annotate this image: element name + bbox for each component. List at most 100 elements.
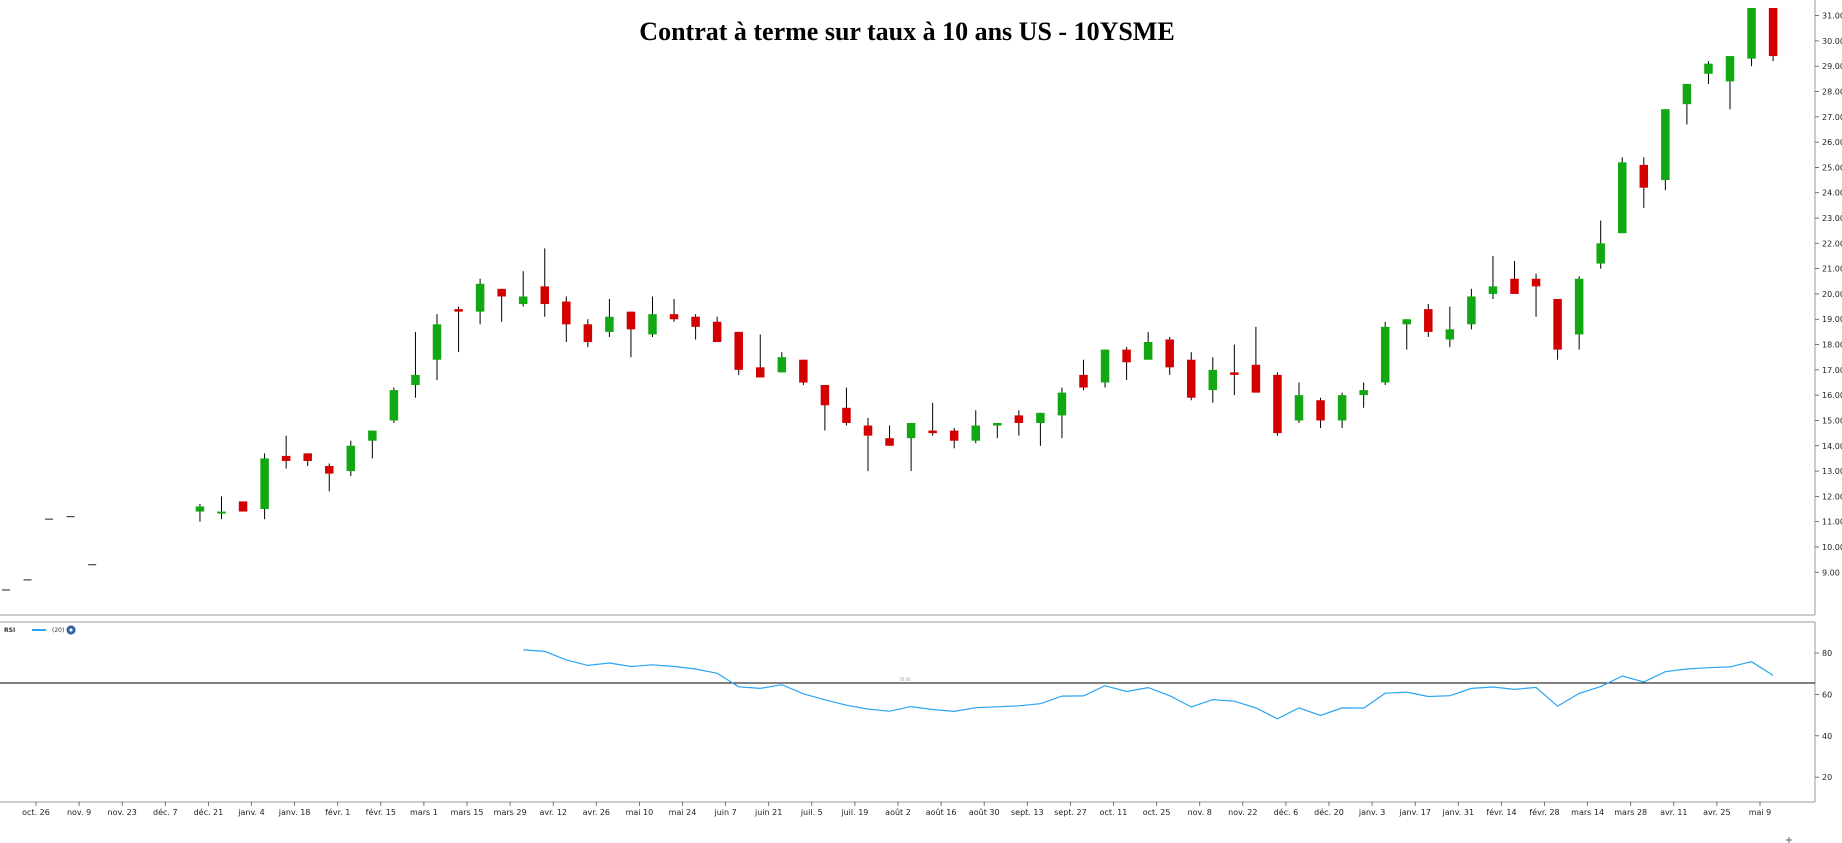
candle [993, 422, 1002, 439]
candle [389, 387, 399, 423]
candle [1445, 306, 1455, 348]
price-y-tick-label: 19.00 [1822, 315, 1842, 324]
x-tick-label: janv. 17 [1398, 808, 1431, 817]
candle [1639, 157, 1649, 208]
candle-body [777, 357, 787, 373]
price-panel: Contrat à terme sur taux à 10 ans US - 1… [0, 0, 1842, 616]
candle-body [368, 430, 377, 441]
x-tick-label: nov. 8 [1188, 808, 1212, 817]
candle-body [195, 506, 205, 512]
candle-body [1079, 374, 1088, 388]
candle-body [648, 314, 657, 335]
x-tick-label: déc. 7 [153, 807, 178, 817]
candle [971, 410, 980, 444]
x-tick-label: janv. 31 [1442, 808, 1475, 817]
candle-body [885, 438, 894, 446]
x-tick-label: mars 28 [1614, 808, 1647, 817]
candle [1488, 255, 1498, 299]
candle-body [1445, 329, 1455, 340]
candle [1747, 8, 1756, 67]
candle [777, 352, 787, 373]
candle-body [1036, 412, 1045, 423]
x-tick-label: mai 10 [626, 808, 654, 817]
candle-body [928, 430, 937, 434]
candle-body [1639, 164, 1649, 188]
x-tick-label: mars 29 [494, 808, 527, 817]
x-tick-label: déc. 6 [1274, 807, 1299, 817]
candle [648, 296, 657, 337]
x-tick-label: oct. 26 [22, 808, 50, 817]
candle [1165, 336, 1174, 375]
candle [1574, 276, 1584, 350]
x-tick-label: avr. 11 [1660, 808, 1687, 817]
candle-body [1359, 390, 1368, 396]
candle [1682, 83, 1692, 125]
candle [1402, 319, 1411, 350]
price-y-tick-label: 23.00 [1822, 214, 1842, 223]
candle-body [1165, 339, 1174, 368]
candle-body [1488, 286, 1498, 294]
candle-body [1467, 296, 1476, 325]
rsi-y-axis: 20 40 60 80 [1815, 649, 1832, 782]
candle [1510, 261, 1519, 294]
candle [518, 271, 528, 307]
price-y-tick-label: 13.00 [1822, 467, 1842, 476]
candle-body [799, 359, 808, 383]
x-tick-label: déc. 20 [1314, 807, 1344, 817]
candle-body [993, 422, 1002, 426]
rsi-reference-label: 70.00 [899, 677, 911, 682]
price-y-tick-label: 24.00 [1822, 189, 1842, 198]
x-tick-label: janv. 18 [278, 808, 311, 817]
rsi-legend[interactable]: RSI (20) [4, 625, 76, 635]
settings-icon[interactable] [66, 625, 76, 635]
x-axis: oct. 26 nov. 9 nov. 23 déc. 7 déc. 21 janv. 4… [22, 802, 1771, 817]
candlestick-series [2, 8, 1778, 591]
rsi-y-tick-label: 40 [1822, 732, 1832, 741]
candle [1424, 304, 1433, 337]
x-tick-label: déc. 21 [194, 807, 224, 817]
candle [1187, 352, 1196, 401]
x-tick-label: mars 15 [451, 808, 484, 817]
candle [1100, 349, 1110, 388]
candle [1661, 109, 1670, 191]
candle [346, 440, 356, 477]
candle [1251, 326, 1261, 393]
candle [303, 453, 312, 467]
x-tick-label: juil. 5 [800, 808, 823, 817]
candle-body [1057, 392, 1067, 416]
candle-body [1230, 372, 1239, 375]
candle [1618, 157, 1627, 234]
x-tick-label: août 16 [926, 808, 957, 817]
candle [1143, 331, 1153, 360]
candle-body [971, 425, 980, 441]
candle-body [475, 283, 485, 312]
candle-body [1574, 278, 1584, 335]
x-tick-label: nov. 9 [67, 808, 91, 817]
candle [1596, 220, 1605, 269]
candle-body [1596, 243, 1605, 264]
candle [368, 430, 377, 459]
x-tick-label: mars 14 [1571, 808, 1604, 817]
price-y-tick-label: 9.00 [1822, 568, 1840, 577]
price-y-tick-label: 31.00 [1822, 12, 1842, 21]
candle-body [562, 301, 571, 325]
candle [756, 334, 765, 378]
rsi-line [523, 649, 1774, 720]
candle [540, 248, 549, 317]
candle [669, 299, 679, 322]
candle [1057, 387, 1067, 439]
candle [497, 288, 506, 322]
candle [1079, 359, 1088, 391]
candle-body [1553, 299, 1562, 350]
candle [1725, 56, 1735, 110]
candle [195, 503, 205, 522]
candle [411, 331, 420, 398]
candle-body [1402, 319, 1411, 325]
candle [1014, 410, 1024, 436]
candle-body [1014, 415, 1024, 423]
chart-title: Contrat à terme sur taux à 10 ans US - 1… [639, 17, 1174, 46]
x-tick-label: avr. 26 [583, 808, 610, 817]
candle-body [669, 314, 679, 320]
x-tick-label: févr. 28 [1529, 807, 1559, 817]
